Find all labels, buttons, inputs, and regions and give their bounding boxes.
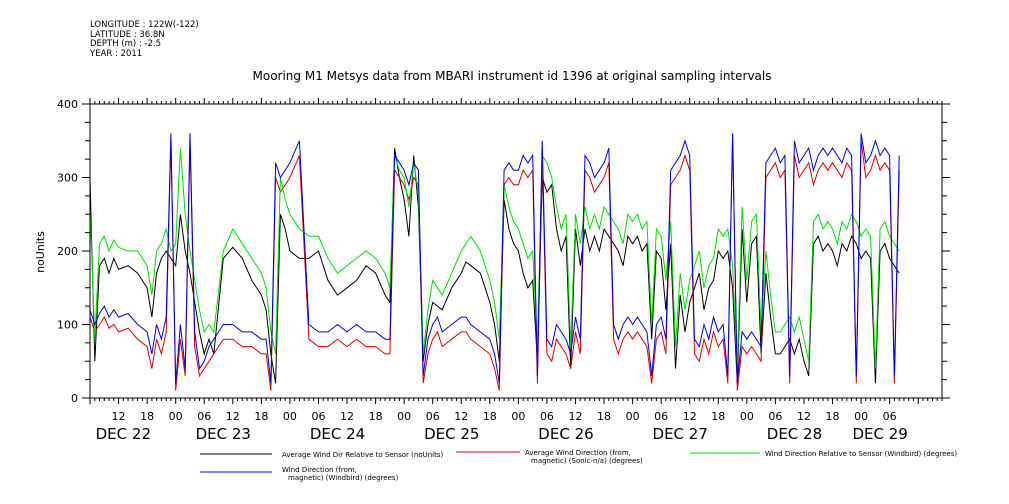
x-tick-label: 06: [197, 410, 211, 423]
plot-frame: [89, 103, 943, 399]
axes: 0 100 200 300 400 12 18 00 06 12 18 00 06 12 18 00 06 12 1…: [57, 98, 950, 443]
x-tick-label: 12: [454, 410, 468, 423]
x-tick-label: 12: [683, 410, 697, 423]
plot-lines: [89, 133, 900, 391]
y-tick-label: 200: [57, 245, 78, 258]
x-tick-label: 18: [483, 410, 497, 423]
legend-label-2-line2: magnetic) (Sonic-n/a) (degrees): [531, 457, 643, 465]
x-tick-label: 06: [768, 410, 782, 423]
x-tick-label: 12: [226, 410, 240, 423]
x-tick-label: 12: [340, 410, 354, 423]
x-tick-label: 00: [169, 410, 183, 423]
series-line-2: [89, 133, 900, 391]
x-tick-label: 12: [568, 410, 582, 423]
legend-label-2: Average Wind Direction (from,: [525, 449, 631, 457]
x-tick-label: 06: [883, 410, 897, 423]
x-tick-label: 00: [511, 410, 525, 423]
series-line-3: [89, 148, 900, 369]
x-day-label: DEC 29: [852, 425, 907, 443]
legend-label-1: Average Wind Dir Relative to Sensor (noU…: [282, 451, 443, 459]
x-tick-label: 00: [626, 410, 640, 423]
x-tick-label: 06: [540, 410, 554, 423]
x-day-label: DEC 28: [767, 425, 822, 443]
series-line-4: [89, 133, 900, 384]
longitude-text: LONGITUDE : 122W(-122): [90, 20, 199, 30]
y-tick-label: 100: [57, 319, 78, 332]
x-tick-label: 18: [826, 410, 840, 423]
x-tick-label: 00: [283, 410, 297, 423]
y-axis-label: noUnits: [34, 231, 47, 273]
legend-label-4: Wind Direction (from,: [282, 466, 357, 474]
x-tick-label: 06: [426, 410, 440, 423]
x-tick-label: 00: [740, 410, 754, 423]
x-tick-label: 12: [112, 410, 126, 423]
x-day-label: DEC 23: [196, 425, 251, 443]
x-tick-label: 12: [797, 410, 811, 423]
x-tick-label: 06: [654, 410, 668, 423]
x-tick-label: 18: [140, 410, 154, 423]
x-tick-label: 18: [711, 410, 725, 423]
metadata-block: LONGITUDE : 122W(-122) LATITUDE : 36.8N …: [90, 20, 199, 59]
year-text: YEAR : 2011: [90, 48, 143, 59]
x-tick-label: 18: [369, 410, 383, 423]
x-day-label: DEC 27: [653, 425, 708, 443]
chart-title: Mooring M1 Metsys data from MBARI instru…: [253, 69, 772, 83]
x-day-label: DEC 25: [424, 425, 479, 443]
x-day-label: DEC 22: [96, 425, 151, 443]
series-line-1: [89, 148, 900, 384]
legend-label-4-line2: magnetic) (Windbird) (degrees): [288, 474, 399, 482]
x-tick-label: 06: [311, 410, 325, 423]
y-tick-label: 400: [57, 98, 78, 111]
latitude-text: LATITUDE : 36.8N: [90, 29, 165, 40]
x-day-label: DEC 24: [310, 425, 365, 443]
y-tick-label: 0: [71, 392, 78, 405]
x-tick-label: 00: [854, 410, 868, 423]
legend-label-3: Wind Direction Relative to Sensor (Windb…: [765, 450, 957, 458]
depth-text: DEPTH (m) : -2.5: [90, 39, 162, 49]
x-tick-label: 18: [254, 410, 268, 423]
x-day-label: DEC 26: [538, 425, 593, 443]
x-tick-label: 18: [597, 410, 611, 423]
y-tick-label: 300: [57, 172, 78, 185]
legend: Average Wind Dir Relative to Sensor (noU…: [200, 449, 957, 482]
x-tick-label: 00: [397, 410, 411, 423]
